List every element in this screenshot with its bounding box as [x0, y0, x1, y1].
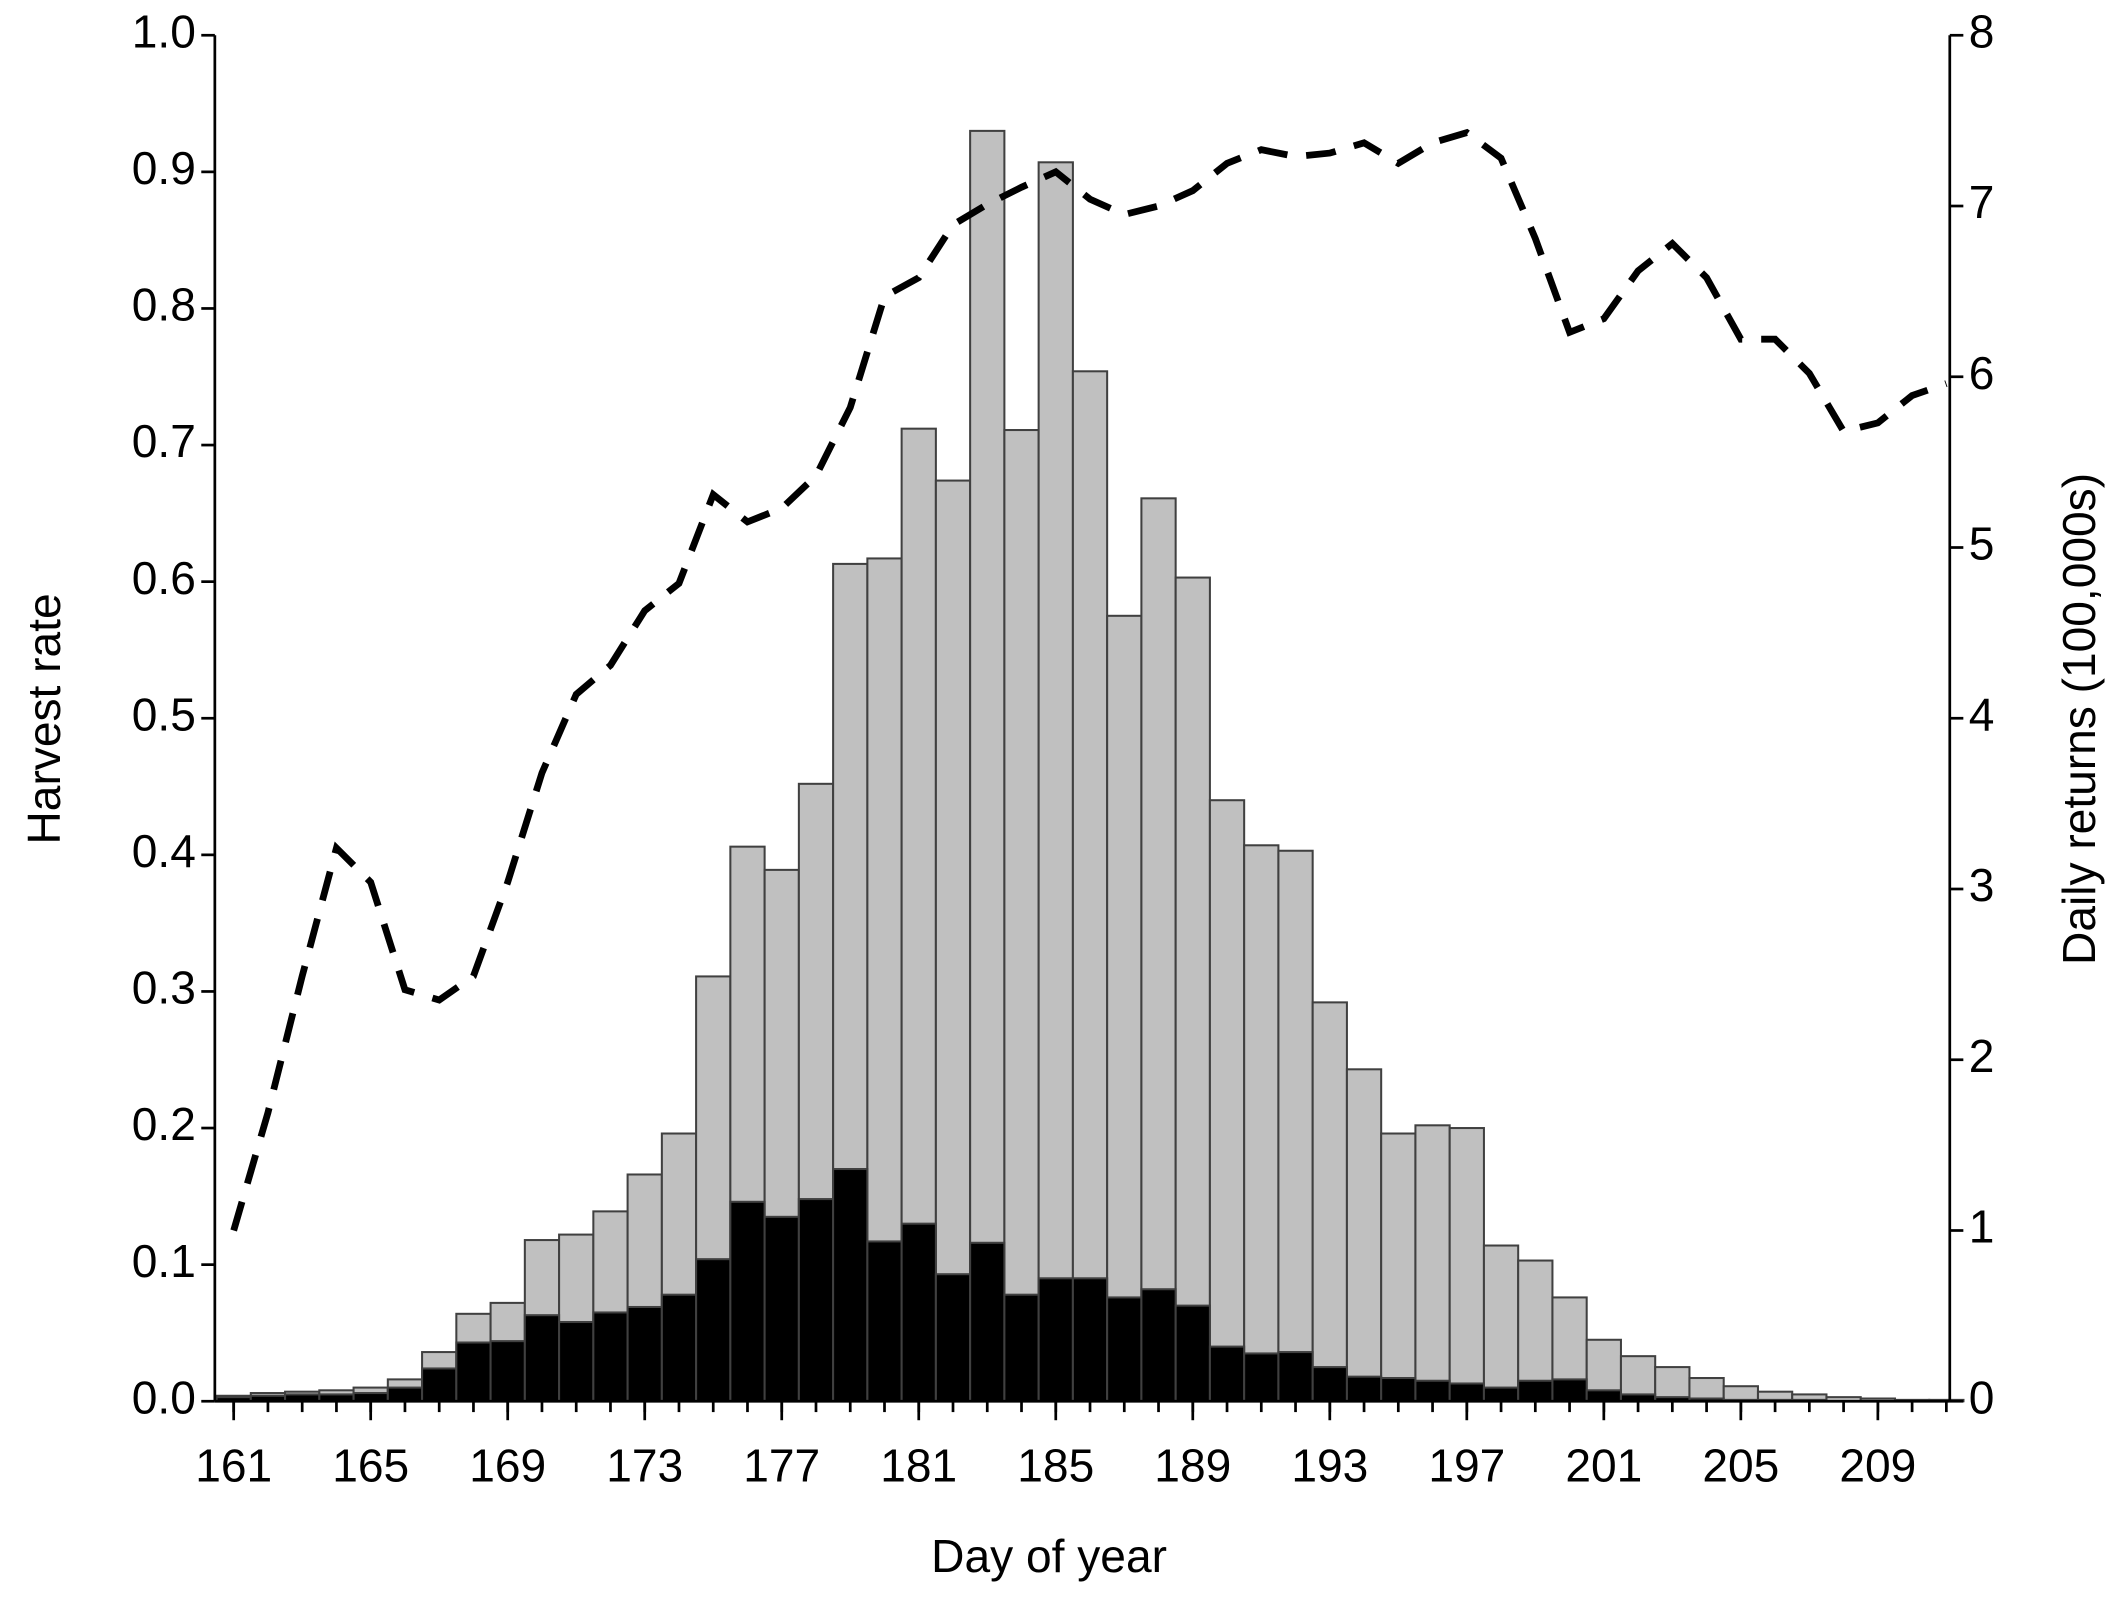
bar: [1654, 1366, 1691, 1403]
bar: [1071, 1277, 1109, 1403]
bar: [934, 479, 972, 1403]
bar: [1106, 1296, 1143, 1403]
bar: [934, 1273, 972, 1403]
bar: [1448, 1382, 1485, 1403]
y2-tick-label: 8: [1969, 5, 1995, 57]
y-tick-label: 0.1: [132, 1235, 196, 1287]
bar: [1345, 1375, 1383, 1403]
bar: [1517, 1259, 1554, 1403]
bar: [1174, 576, 1211, 1403]
y-tick-label: 0.7: [132, 415, 196, 467]
x-tick-label: 165: [332, 1439, 409, 1491]
y2-tick-label: 7: [1969, 176, 1995, 228]
bar: [1003, 429, 1040, 1403]
y2-tick-label: 2: [1969, 1030, 1995, 1082]
bar: [1243, 1352, 1280, 1403]
y2-tick-label: 5: [1969, 518, 1995, 570]
bar: [626, 1305, 663, 1403]
bar: [558, 1320, 595, 1403]
x-tick-label: 201: [1565, 1439, 1642, 1491]
x-tick-label: 205: [1702, 1439, 1779, 1491]
bar: [1585, 1389, 1622, 1403]
bar: [660, 1293, 698, 1403]
bar: [523, 1314, 561, 1403]
bar: [1174, 1304, 1211, 1403]
bar: [1345, 1068, 1383, 1403]
bar: [1140, 497, 1177, 1403]
bar: [455, 1341, 492, 1403]
bar: [1037, 161, 1074, 1403]
x-tick-label: 185: [1017, 1439, 1094, 1491]
y2-tick-label: 0: [1969, 1371, 1995, 1423]
bar: [1071, 370, 1109, 1403]
bar: [1414, 1379, 1451, 1403]
y-tick-label: 0.0: [132, 1371, 196, 1423]
x-tick-label: 209: [1839, 1439, 1916, 1491]
x-tick-label: 169: [469, 1439, 546, 1491]
bar: [1277, 849, 1314, 1403]
bar: [1208, 799, 1246, 1403]
bar: [386, 1386, 424, 1403]
bar: [1448, 1127, 1485, 1403]
y-tick-label: 0.9: [132, 142, 196, 194]
bar: [763, 1215, 800, 1403]
x-tick-label: 173: [606, 1439, 683, 1491]
y-tick-label: 1.0: [132, 5, 196, 57]
y2-tick-label: 4: [1969, 688, 1995, 740]
bar: [969, 129, 1006, 1403]
y-tick-label: 0.5: [132, 688, 196, 740]
bar: [695, 1258, 732, 1403]
bar: [1037, 1277, 1074, 1403]
bar: [1311, 1366, 1348, 1403]
x-tick-label: 197: [1428, 1439, 1505, 1491]
bar: [1482, 1386, 1520, 1403]
y-tick-label: 0.8: [132, 279, 196, 331]
bar: [729, 1200, 766, 1403]
y2-tick-label: 1: [1969, 1201, 1995, 1253]
bar: [1243, 844, 1280, 1403]
bar: [1003, 1293, 1040, 1403]
bar: [969, 1241, 1006, 1403]
x-axis-label: Day of year: [931, 1530, 1167, 1582]
y-tick-label: 0.3: [132, 962, 196, 1014]
bar: [1106, 614, 1143, 1403]
y-axis-label: Harvest rate: [18, 593, 70, 844]
bar: [1140, 1288, 1177, 1403]
x-tick-label: 181: [880, 1439, 957, 1491]
x-tick-label: 189: [1154, 1439, 1231, 1491]
bar: [1517, 1379, 1554, 1403]
bar: [866, 1240, 903, 1403]
x-tick-label: 193: [1291, 1439, 1368, 1491]
bar: [1551, 1378, 1588, 1403]
y-tick-label: 0.4: [132, 825, 196, 877]
bar: [797, 1198, 835, 1403]
y2-tick-label: 6: [1969, 347, 1995, 399]
y2-axis-label: Daily returns (100,000s): [2053, 473, 2105, 965]
x-tick-label: 177: [743, 1439, 820, 1491]
bar: [1380, 1377, 1417, 1403]
y-tick-label: 0.6: [132, 552, 196, 604]
bar: [900, 1222, 937, 1403]
y2-tick-label: 3: [1969, 859, 1995, 911]
bar: [1482, 1244, 1520, 1403]
dashed-line: [230, 128, 1948, 1232]
bar: [1208, 1345, 1246, 1403]
y-tick-label: 0.2: [132, 1098, 196, 1150]
bar: [489, 1340, 526, 1403]
bar: [832, 1168, 869, 1403]
x-tick-label: 161: [195, 1439, 272, 1491]
bar: [592, 1311, 629, 1403]
bar: [1414, 1124, 1451, 1403]
bar: [1380, 1132, 1417, 1403]
bar: [1277, 1351, 1314, 1403]
bar: [421, 1367, 458, 1403]
bar: [1311, 1001, 1348, 1403]
